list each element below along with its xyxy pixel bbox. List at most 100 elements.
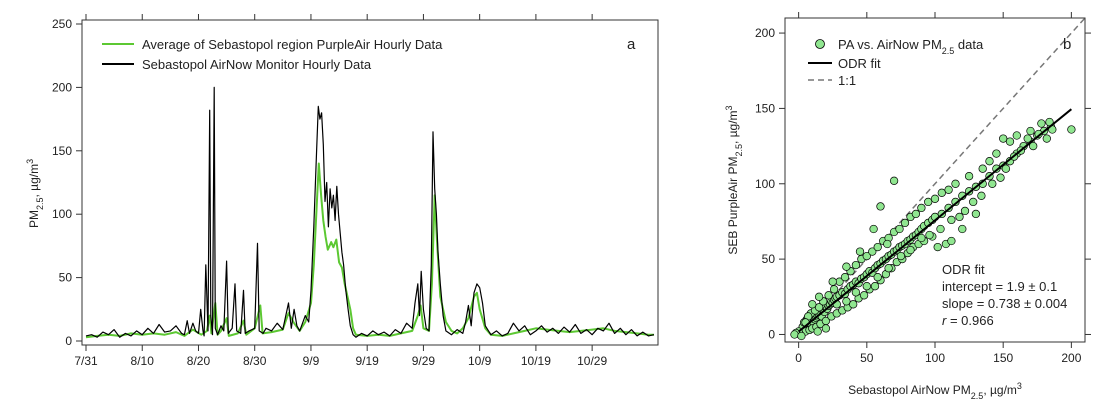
scatter-point [829,285,839,294]
panel-a-plot-frame [81,19,659,346]
scatter-point [969,197,978,207]
scatter-point [883,239,892,249]
scatter-point [813,327,822,336]
scatter-point [873,273,882,282]
panel-b-label: b [1063,36,1071,53]
scatter-point [985,157,994,166]
legend-swatch-scatter [815,39,825,49]
scatter-point [1012,131,1021,140]
scatter-point [999,134,1008,143]
panel-a-xtick-label-7: 10/9 [468,354,492,368]
panel-a-ytick-label-2: 100 [52,207,72,221]
panel-b-ytick-label-3: 150 [755,101,775,115]
panel-b-x-axis-label: Sebastopol AirNow PM2.5, µg/m3 [848,381,1022,401]
panel-a-xtick-label-3: 8/30 [243,354,267,368]
scatter-point [936,224,945,234]
panel-b-ytick-label-1: 50 [762,252,776,266]
panel-b-ytick-label-0: 0 [768,327,775,341]
scatter-point [862,282,871,291]
scatter-point [790,330,799,339]
series-airnow-line [85,86,655,338]
scatter-point [937,188,946,197]
scatter-point [917,233,926,243]
scatter-point [911,209,921,219]
panel-a-ytick-label-1: 50 [59,271,73,285]
scatter-point [849,300,858,309]
panel-a-ytick-label-5: 250 [52,17,72,31]
legend-label-odr-fit: ODR fit [838,56,881,71]
series-purpleair-line [85,162,654,339]
scatter-point [930,194,940,203]
scatter-point [821,324,831,333]
scatter-point [1067,125,1076,134]
scatter-point [971,209,981,219]
scatter-point [978,164,987,173]
scatter-point [1005,137,1015,146]
panel-b-y-axis-label: SEB PurpleAir PM2.5, µg/m3 [724,105,744,254]
scatter-point [1042,134,1051,143]
panel-b-y-axis: 0 50 100 150 200 [755,26,1091,341]
scatter-point [955,212,964,222]
scatter-point [895,224,904,234]
legend-label-identity: 1:1 [838,73,856,88]
scatter-point [958,224,967,234]
scatter-point [900,218,910,228]
panel-a-ytick-label-3: 150 [52,144,72,158]
odr-annotation-intercept: intercept = 1.9 ± 0.1 [942,279,1057,294]
scatter-point [1037,119,1046,128]
scatter-point [868,247,877,256]
scatter-point [1029,141,1038,151]
scatter-point [889,176,899,185]
panel-b-xtick-label-0: 0 [795,351,802,365]
legend-label-scatter: PA vs. AirNow PM2.5 data [838,37,984,56]
scatter-point [944,185,953,194]
panel-b-xtick-label-3: 150 [993,351,1013,365]
scatter-point [842,297,851,306]
panel-b-xtick-label-2: 100 [925,351,945,365]
panel-a-chart: 0 50 100 150 200 250 7/31 8/10 8/20 8/30 9/9 9/19 9… [25,14,659,368]
scatter-point [917,203,926,213]
scatter-point [924,197,933,207]
panel-b-xtick-label-1: 50 [860,351,874,365]
panel-b-legend: PA vs. AirNow PM2.5 data ODR fit 1:1 [808,37,984,88]
odr-annotation-r: r = 0.966 [942,313,994,328]
scatter-point [851,260,861,270]
scatter-point [840,273,850,282]
scatter-point [859,291,869,300]
panel-a-ytick-label-4: 200 [52,80,72,94]
scatter-point [988,179,997,188]
panel-a-xtick-label-6: 9/29 [412,354,436,368]
scatter-point [925,230,934,240]
scatter-point [808,300,817,309]
scatter-point [870,282,880,291]
panel-b-x-axis: 0 50 100 150 200 [795,12,1082,365]
panel-a-y-axis: 0 50 100 150 200 250 [52,17,82,348]
panel-a-y-axis-label: PM2.5, µg/m3 [25,159,45,228]
scatter-point [977,191,986,200]
panel-a-ytick-label-0: 0 [65,334,72,348]
scatter-point [1001,164,1011,173]
legend-label-purpleair: Average of Sebastopol region PurpleAir H… [142,37,443,52]
panel-a-xtick-label-9: 10/29 [577,354,607,368]
scatter-point [828,277,837,286]
panel-a-series [85,86,655,339]
scatter-point [1026,126,1035,136]
odr-annotation-slope: slope = 0.738 ± 0.004 [942,296,1067,311]
scatter-point [851,288,861,297]
scatter-point [896,251,906,261]
panel-a-xtick-label-5: 9/19 [356,354,380,368]
panel-b-lines [798,17,1086,335]
panel-b-ytick-label-4: 200 [755,26,775,40]
scatter-point [964,172,974,181]
scatter-point [933,242,942,252]
panel-a-xtick-label-4: 9/9 [303,354,320,368]
scatter-point [992,149,1001,158]
odr-annotation: ODR fit intercept = 1.9 ± 0.1 slope = 0.… [942,262,1067,328]
panel-a-x-axis: 7/31 8/10 8/20 8/30 9/9 9/19 9/29 10/9 10/19 10/2… [74,14,607,368]
identity-line [798,17,1086,335]
panel-a-xtick-label-2: 8/20 [187,354,211,368]
scatter-point [1023,134,1032,143]
panel-b-chart: 0 50 100 150 200 0 50 100 150 200 PA vs. AirNow … [724,12,1091,401]
panel-a-label: a [627,36,636,53]
